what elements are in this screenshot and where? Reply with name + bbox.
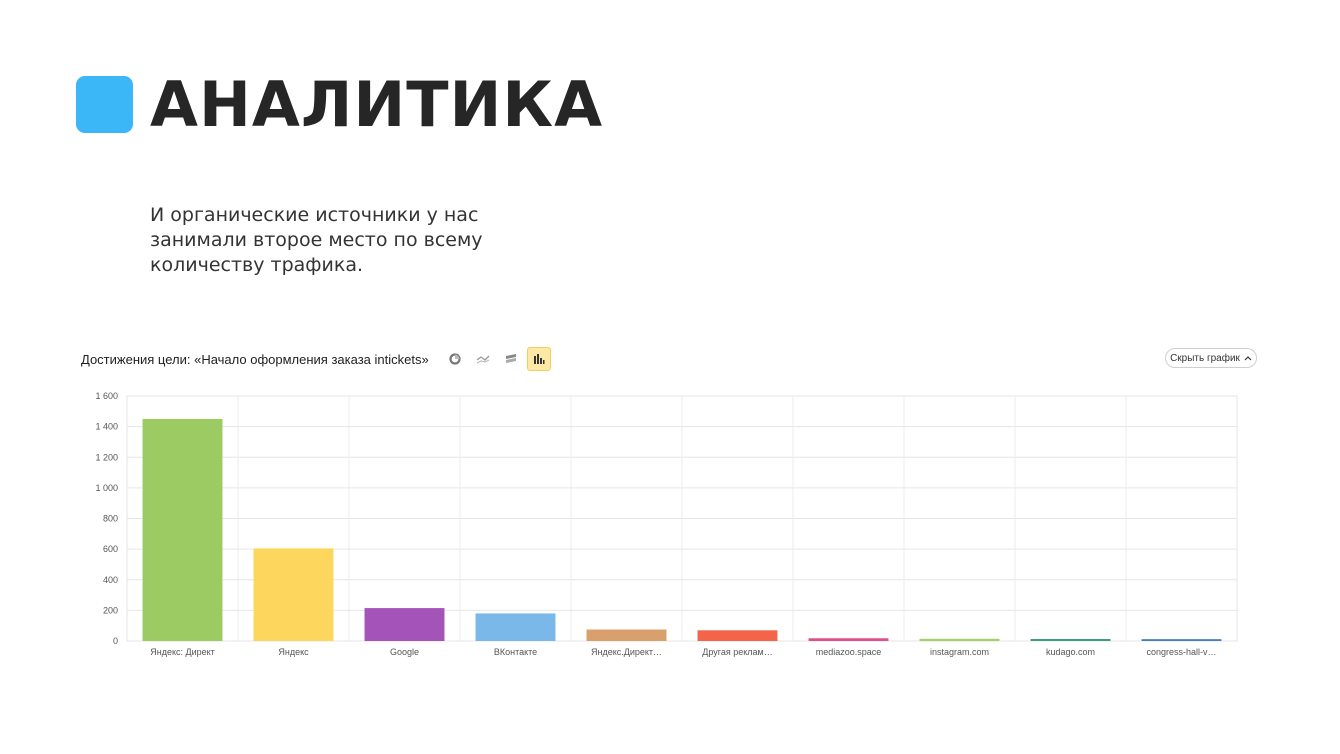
- bar-9: [1030, 639, 1111, 641]
- page-title: АНАЛИТИКА: [150, 68, 604, 141]
- x-tick-label: Яндекс.Директ…: [591, 647, 662, 657]
- accent-square: [76, 76, 133, 133]
- bar-10: [1141, 639, 1222, 641]
- y-tick-label: 1 400: [95, 422, 118, 432]
- y-tick-label: 400: [103, 575, 118, 585]
- y-tick-label: 600: [103, 544, 118, 554]
- bar-chart-icon[interactable]: [526, 347, 551, 371]
- hide-chart-label: Скрыть график: [1170, 352, 1240, 364]
- bar-3: [364, 608, 445, 641]
- x-tick-label: ВКонтакте: [494, 647, 537, 657]
- y-tick-label: 800: [103, 514, 118, 524]
- line-chart-icon[interactable]: [471, 347, 495, 371]
- y-tick-label: 0: [113, 636, 118, 646]
- chart-title: Достижения цели: «Начало оформления зака…: [81, 351, 429, 367]
- bar-7: [808, 638, 889, 641]
- bar-2: [253, 548, 334, 641]
- y-tick-label: 200: [103, 605, 118, 615]
- x-tick-label: Яндекс: Директ: [150, 647, 215, 657]
- pie-chart-icon[interactable]: [443, 347, 467, 371]
- bar-6: [697, 630, 778, 641]
- intro-text: И органические источники у нас занимали …: [150, 204, 483, 276]
- y-tick-label: 1 200: [95, 452, 118, 462]
- x-tick-label: kudago.com: [1046, 647, 1095, 657]
- y-tick-label: 1 000: [95, 483, 118, 493]
- x-tick-label: Google: [390, 647, 419, 657]
- y-tick-label: 1 600: [95, 391, 118, 401]
- bar-4: [475, 613, 556, 641]
- chart-toolbar: Достижения цели: «Начало оформления зака…: [81, 346, 551, 372]
- bar-8: [919, 638, 1000, 641]
- x-tick-label: congress-hall-v…: [1146, 647, 1216, 657]
- x-tick-label: Яндекс: [278, 647, 309, 657]
- bar-1: [142, 418, 223, 641]
- bar-5: [586, 629, 667, 641]
- hide-chart-button[interactable]: Скрыть график: [1165, 348, 1257, 368]
- x-tick-label: instagram.com: [930, 647, 989, 657]
- x-tick-label: Другая реклам…: [702, 647, 772, 657]
- x-tick-label: mediazoo.space: [816, 647, 882, 657]
- chevron-up-icon: [1244, 356, 1252, 361]
- stacked-area-icon[interactable]: [499, 347, 523, 371]
- chart-view-switcher: [439, 347, 551, 371]
